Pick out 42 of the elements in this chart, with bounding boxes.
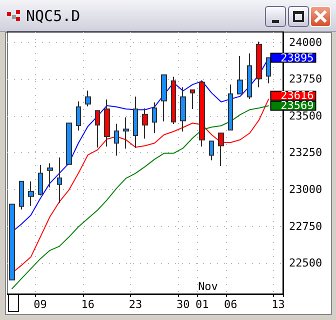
x-tick-label: 30 <box>176 298 190 311</box>
data-label: 23895 <box>280 51 314 64</box>
annotation: Nov <box>198 280 218 293</box>
candlestick <box>123 116 129 150</box>
x-tick-label: 23 <box>128 298 142 311</box>
chart-title: NQC5.D <box>26 7 80 25</box>
candlestick <box>47 162 53 188</box>
candlestick <box>190 89 195 110</box>
candlestick <box>19 180 24 210</box>
candlestick <box>85 90 91 107</box>
candlestick <box>142 108 148 140</box>
x-tick-label: 13 <box>272 298 285 311</box>
candlestick <box>218 132 224 166</box>
candlestick <box>28 180 34 206</box>
candlestick <box>76 100 81 131</box>
x-tick-label: 01 <box>195 298 209 311</box>
candlestick <box>38 164 43 196</box>
y-tick-label: 23750 <box>289 72 322 86</box>
candlestick <box>114 123 119 156</box>
candlestick <box>237 55 243 94</box>
candlestick <box>57 157 62 204</box>
candlestick <box>171 76 176 124</box>
candlestick <box>209 140 214 161</box>
candlestick <box>256 41 262 88</box>
y-tick-label: 24000 <box>289 36 322 49</box>
candlestick <box>266 57 271 84</box>
candlestick <box>228 84 233 131</box>
candlestick <box>247 52 252 100</box>
candlestick <box>66 122 72 165</box>
x-tick-label: 09 <box>34 298 47 311</box>
y-tick-label: 23250 <box>289 146 322 160</box>
x-tick-label: 16 <box>81 298 95 311</box>
y-tick-label: 23000 <box>289 182 322 196</box>
candlestick <box>133 96 138 148</box>
x-tick-label: 06 <box>224 298 238 311</box>
candlestick <box>95 110 100 148</box>
y-tick-label: 22750 <box>289 220 322 233</box>
candlestick <box>161 74 167 122</box>
candlestick <box>152 102 157 134</box>
candlestick <box>9 204 15 280</box>
candlestick <box>180 86 186 132</box>
y-tick-label: 22500 <box>289 256 322 270</box>
